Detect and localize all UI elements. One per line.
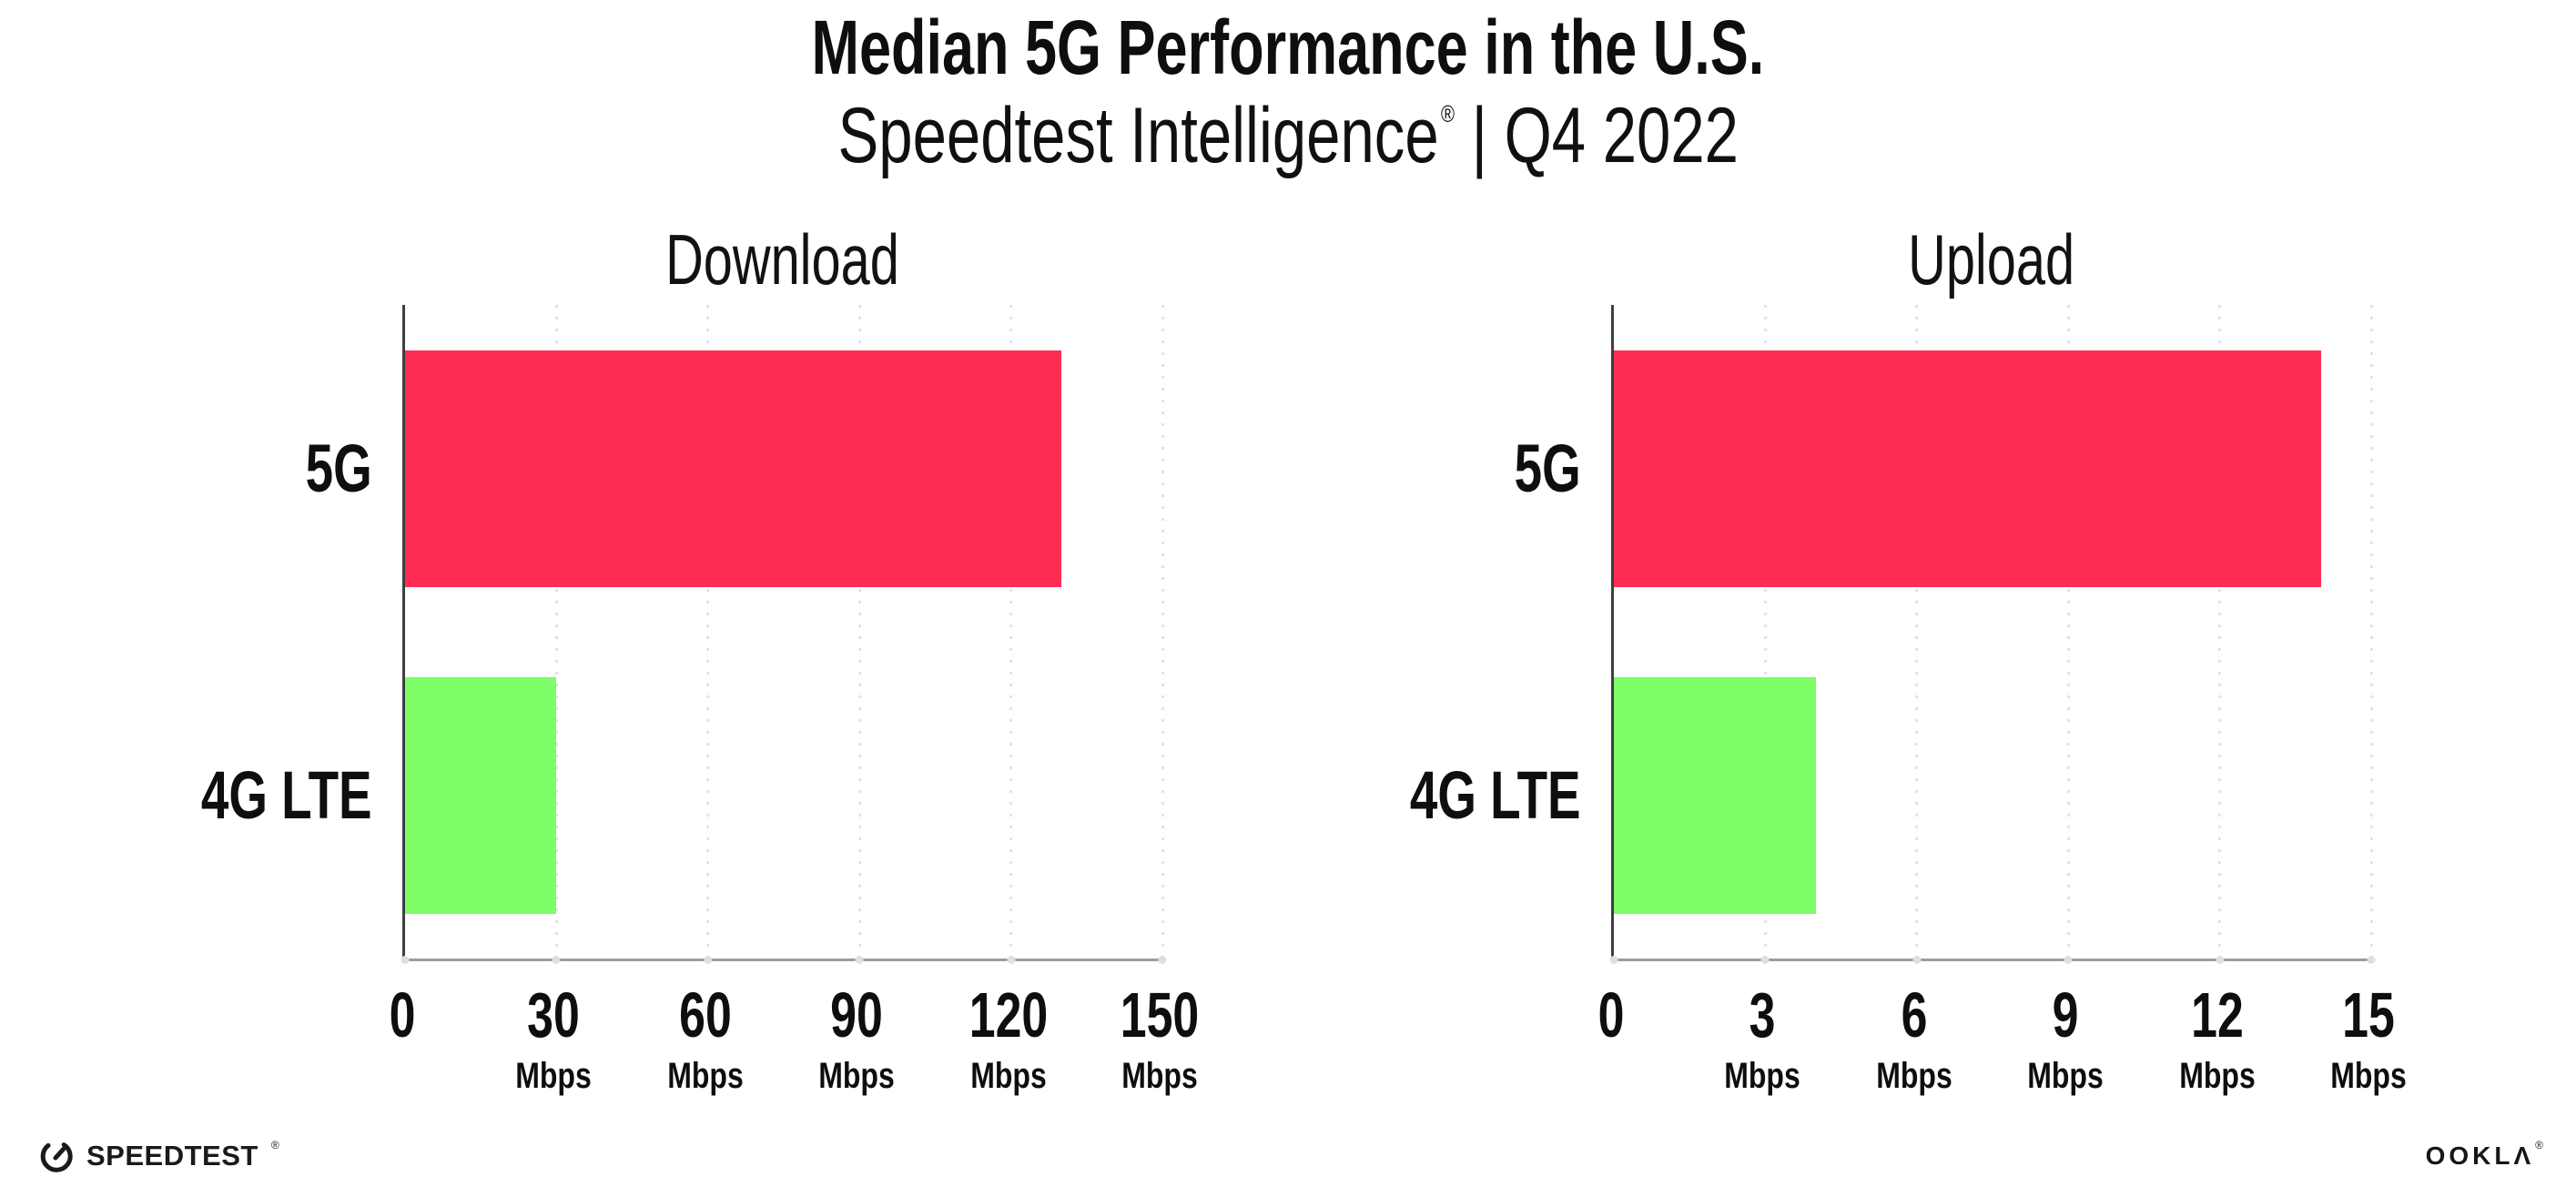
- download-plot-area: 5G 4G LTE: [201, 305, 1167, 964]
- download-x-tick-30: 30 Mbps: [506, 983, 601, 1094]
- upload-gridline-12: [2218, 305, 2222, 959]
- download-axis-tick-dot-60: [704, 956, 713, 964]
- download-axis-tick-dot-30: [552, 956, 561, 964]
- download-gridline-60: [706, 305, 710, 959]
- upload-x-tick-value-12: 12: [2190, 979, 2244, 1050]
- download-x-tick-unit-150: Mbps: [1121, 1056, 1198, 1096]
- upload-category-label-text-4g-lte: 4G LTE: [1410, 756, 1581, 833]
- upload-bar-4g-lte: [1614, 676, 1816, 914]
- download-bar-5g: [405, 350, 1062, 587]
- subtitle-period: | Q4 2022: [1454, 92, 1739, 179]
- download-x-axis-labels: 0 30 Mbps 60 Mbps 90 Mbps 120 Mbps 150 Mbps: [390, 983, 1200, 1120]
- upload-axis-tick-dot-12: [2216, 956, 2225, 964]
- upload-chart: Upload 5G 4G LTE 0 3 Mbps 6 Mbps 9 Mbps 12 Mbps 15…: [1410, 219, 2407, 1120]
- upload-x-axis-labels: 0 3 Mbps 6 Mbps 9 Mbps 12 Mbps 15 Mbps: [1598, 983, 2407, 1120]
- upload-category-label-4g-lte: 4G LTE: [1350, 756, 1581, 833]
- speedtest-registered-mark-icon: ®: [270, 1139, 279, 1151]
- upload-x-tick-unit-6: Mbps: [1876, 1056, 1952, 1096]
- download-x-tick-value-90: 90: [830, 979, 884, 1050]
- upload-x-tick-6: 6 Mbps: [1867, 983, 1962, 1094]
- upload-x-tick-15: 15 Mbps: [2321, 983, 2416, 1094]
- ookla-wordmark: OOKLΛ: [2425, 1141, 2535, 1170]
- upload-x-tick-value-15: 15: [2342, 979, 2395, 1050]
- download-axis-tick-dot-90: [855, 956, 864, 964]
- download-x-tick-value-150: 150: [1120, 979, 1200, 1050]
- page-subtitle: Speedtest Intelligence® | Q4 2022: [0, 95, 2576, 177]
- ookla-registered-mark-icon: ®: [2535, 1139, 2543, 1151]
- subtitle-product: Speedtest Intelligence: [837, 92, 1439, 179]
- download-x-tick-value-30: 30: [527, 979, 581, 1050]
- upload-plot-area: 5G 4G LTE: [1410, 305, 2376, 964]
- upload-gridline-15: [2369, 305, 2373, 959]
- upload-x-tick-12: 12 Mbps: [2169, 983, 2264, 1094]
- upload-chart-title: Upload: [1908, 219, 2074, 299]
- upload-bar-5g: [1614, 350, 2321, 587]
- registered-trademark-icon: ®: [1440, 100, 1455, 127]
- upload-x-tick-unit-12: Mbps: [2178, 1056, 2256, 1096]
- ookla-logo: OOKLΛ ®: [2425, 1139, 2543, 1171]
- upload-x-tick-value-9: 9: [2052, 979, 2079, 1050]
- download-gridline-150: [1161, 305, 1164, 959]
- download-x-tick-90: 90 Mbps: [809, 983, 904, 1094]
- download-x-tick-unit-60: Mbps: [667, 1056, 744, 1096]
- download-x-tick-unit-90: Mbps: [818, 1056, 895, 1096]
- upload-x-tick-unit-15: Mbps: [2330, 1056, 2407, 1096]
- download-bar-4g-lte: [405, 676, 557, 914]
- download-axis-tick-dot-150: [1158, 956, 1167, 964]
- download-chart: Download 5G 4G LTE 0 30 Mbps 60 Mbps 90 Mbps 120…: [201, 219, 1200, 1120]
- upload-x-tick-value-6: 6: [1901, 979, 1928, 1050]
- upload-x-tick-unit-9: Mbps: [2027, 1056, 2104, 1096]
- download-x-tick-60: 60 Mbps: [658, 983, 753, 1094]
- upload-axis-tick-dot-0: [1609, 956, 1618, 964]
- speedtest-wordmark: SPEEDTEST: [86, 1140, 259, 1172]
- download-category-label-5g: 5G: [282, 430, 372, 506]
- upload-x-tick-0: 0: [1594, 983, 1629, 1047]
- upload-axis-tick-dot-15: [2367, 956, 2376, 964]
- upload-category-label-text-5g: 5G: [1514, 430, 1581, 506]
- download-x-tick-0: 0: [385, 983, 421, 1047]
- upload-gridline-6: [1915, 305, 1919, 959]
- download-category-label-text-4g-lte: 4G LTE: [201, 756, 372, 833]
- upload-axis-tick-dot-6: [1912, 956, 1922, 964]
- download-x-tick-150: 150 Mbps: [1107, 983, 1213, 1094]
- download-chart-title: Download: [665, 219, 899, 299]
- download-x-tick-unit-120: Mbps: [969, 1056, 1047, 1096]
- download-gridline-30: [554, 305, 558, 959]
- download-axis-tick-dot-120: [1007, 956, 1016, 964]
- upload-category-label-5g: 5G: [1491, 430, 1581, 506]
- download-category-label-4g-lte: 4G LTE: [141, 756, 372, 833]
- download-x-tick-120: 120 Mbps: [955, 983, 1061, 1094]
- download-category-label-text-5g: 5G: [305, 430, 372, 506]
- download-gridline-120: [1009, 305, 1013, 959]
- download-x-tick-unit-30: Mbps: [515, 1056, 593, 1096]
- speedtest-logo: SPEEDTEST ®: [38, 1138, 279, 1174]
- download-x-tick-value-120: 120: [969, 979, 1048, 1050]
- upload-x-tick-3: 3 Mbps: [1715, 983, 1810, 1094]
- download-axis-tick-dot-0: [401, 956, 410, 964]
- page-title: Median 5G Performance in the U.S.: [0, 7, 2576, 87]
- upload-x-tick-value-0: 0: [1597, 979, 1625, 1050]
- upload-x-tick-value-3: 3: [1749, 979, 1776, 1050]
- upload-x-tick-9: 9 Mbps: [2018, 983, 2113, 1094]
- page-title-text: Median 5G Performance in the U.S.: [811, 5, 1765, 90]
- download-gridline-90: [857, 305, 861, 959]
- upload-gridline-3: [1763, 305, 1767, 959]
- download-x-tick-value-60: 60: [678, 979, 732, 1050]
- upload-gridline-9: [2066, 305, 2070, 959]
- download-x-tick-value-0: 0: [389, 979, 416, 1050]
- upload-axis-tick-dot-9: [2064, 956, 2073, 964]
- upload-x-tick-unit-3: Mbps: [1724, 1056, 1801, 1096]
- speedometer-gauge-icon: [40, 1142, 73, 1172]
- upload-axis-tick-dot-3: [1760, 956, 1770, 964]
